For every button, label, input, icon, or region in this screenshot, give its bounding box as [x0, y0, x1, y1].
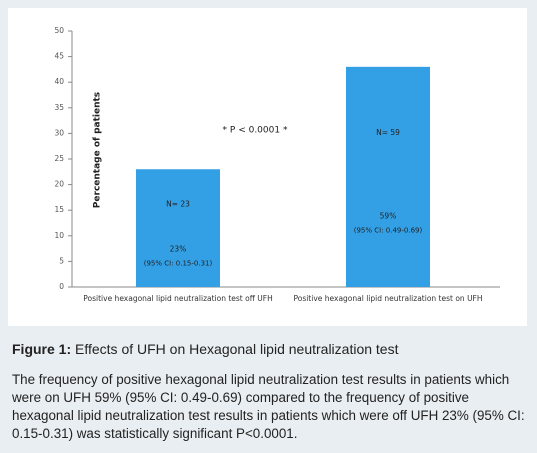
y-axis-label: Percentage of patients: [93, 92, 103, 208]
y-tick-label: 20: [54, 180, 64, 189]
y-tick-label: 10: [54, 231, 64, 240]
caption-label: Figure 1:: [12, 341, 72, 357]
bar: [346, 66, 430, 287]
y-tick-label: 15: [54, 205, 64, 214]
bar: [136, 169, 220, 287]
caption-title: Figure 1: Effects of UFH on Hexagonal li…: [12, 341, 399, 357]
figure-panel: [8, 8, 527, 326]
y-tick-label: 25: [54, 154, 64, 163]
y-tick-label: 35: [54, 103, 64, 112]
annotation: * P < 0.0001 *: [223, 126, 288, 136]
caption-text: The frequency of positive hexagonal lipi…: [12, 372, 525, 441]
bar-percent: 23%: [170, 244, 187, 253]
caption-title-text: Effects of UFH on Hexagonal lipid neutra…: [75, 341, 399, 357]
y-tick-label: 5: [59, 256, 64, 265]
y-tick-label: 0: [59, 282, 64, 291]
y-tick-label: 30: [54, 128, 64, 137]
chart: Percentage of patients * P < 0.0001 * 0 5…: [54, 26, 500, 291]
bar-percent: 59%: [380, 212, 397, 221]
bar-n: N= 59: [376, 128, 400, 137]
bar-n: N= 23: [166, 200, 190, 209]
y-tick-label: 50: [54, 26, 64, 35]
y-tick-label: 40: [54, 77, 64, 86]
x-tick-label: Positive hexagonal lipid neutralization …: [293, 294, 483, 303]
bar-ci: (95% CI: 0.15-0.31): [144, 259, 213, 267]
bar-ci: (95% CI: 0.49-0.69): [354, 227, 423, 235]
y-tick-label: 45: [54, 52, 64, 61]
x-tick-label: Positive hexagonal lipid neutralization …: [83, 294, 273, 303]
